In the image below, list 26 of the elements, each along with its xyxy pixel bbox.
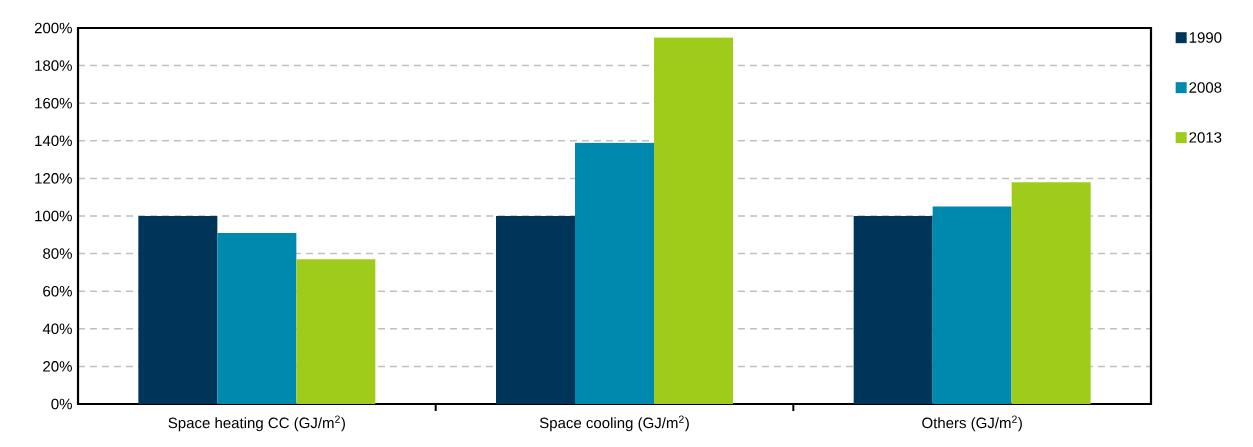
bar (217, 232, 297, 404)
y-tick-label: 60% (43, 285, 72, 297)
legend-label: 1990 (1189, 32, 1222, 43)
y-tick-label: 120% (35, 173, 72, 184)
bar (1011, 182, 1091, 404)
legend-label: 2008 (1189, 82, 1222, 93)
bar (654, 37, 733, 404)
bar (575, 142, 654, 404)
x-tick-label: Space heating CC (GJ/m$^{2}$) (168, 415, 345, 432)
y-tick-label: 80% (43, 248, 72, 259)
y-tick-label: 20% (43, 361, 72, 372)
y-tick-label: 100% (35, 210, 72, 222)
bar (296, 259, 376, 404)
x-tick-label: Others (GJ/m$^{2}$) (922, 415, 1022, 432)
bar (138, 215, 218, 404)
y-tick-label: 0% (51, 398, 72, 410)
y-tick-label: 200% (34, 22, 72, 34)
y-tick-label: 180% (35, 60, 72, 71)
y-tick-label: 40% (42, 323, 72, 335)
bar (932, 206, 1012, 404)
x-tick-label: Space cooling (GJ/m$^{2}$) (539, 415, 689, 432)
y-tick-label: 160% (35, 97, 72, 109)
bar (496, 215, 576, 404)
legend-label: 2013 (1189, 132, 1222, 143)
y-tick-label: 140% (35, 135, 72, 147)
bar (853, 215, 933, 404)
